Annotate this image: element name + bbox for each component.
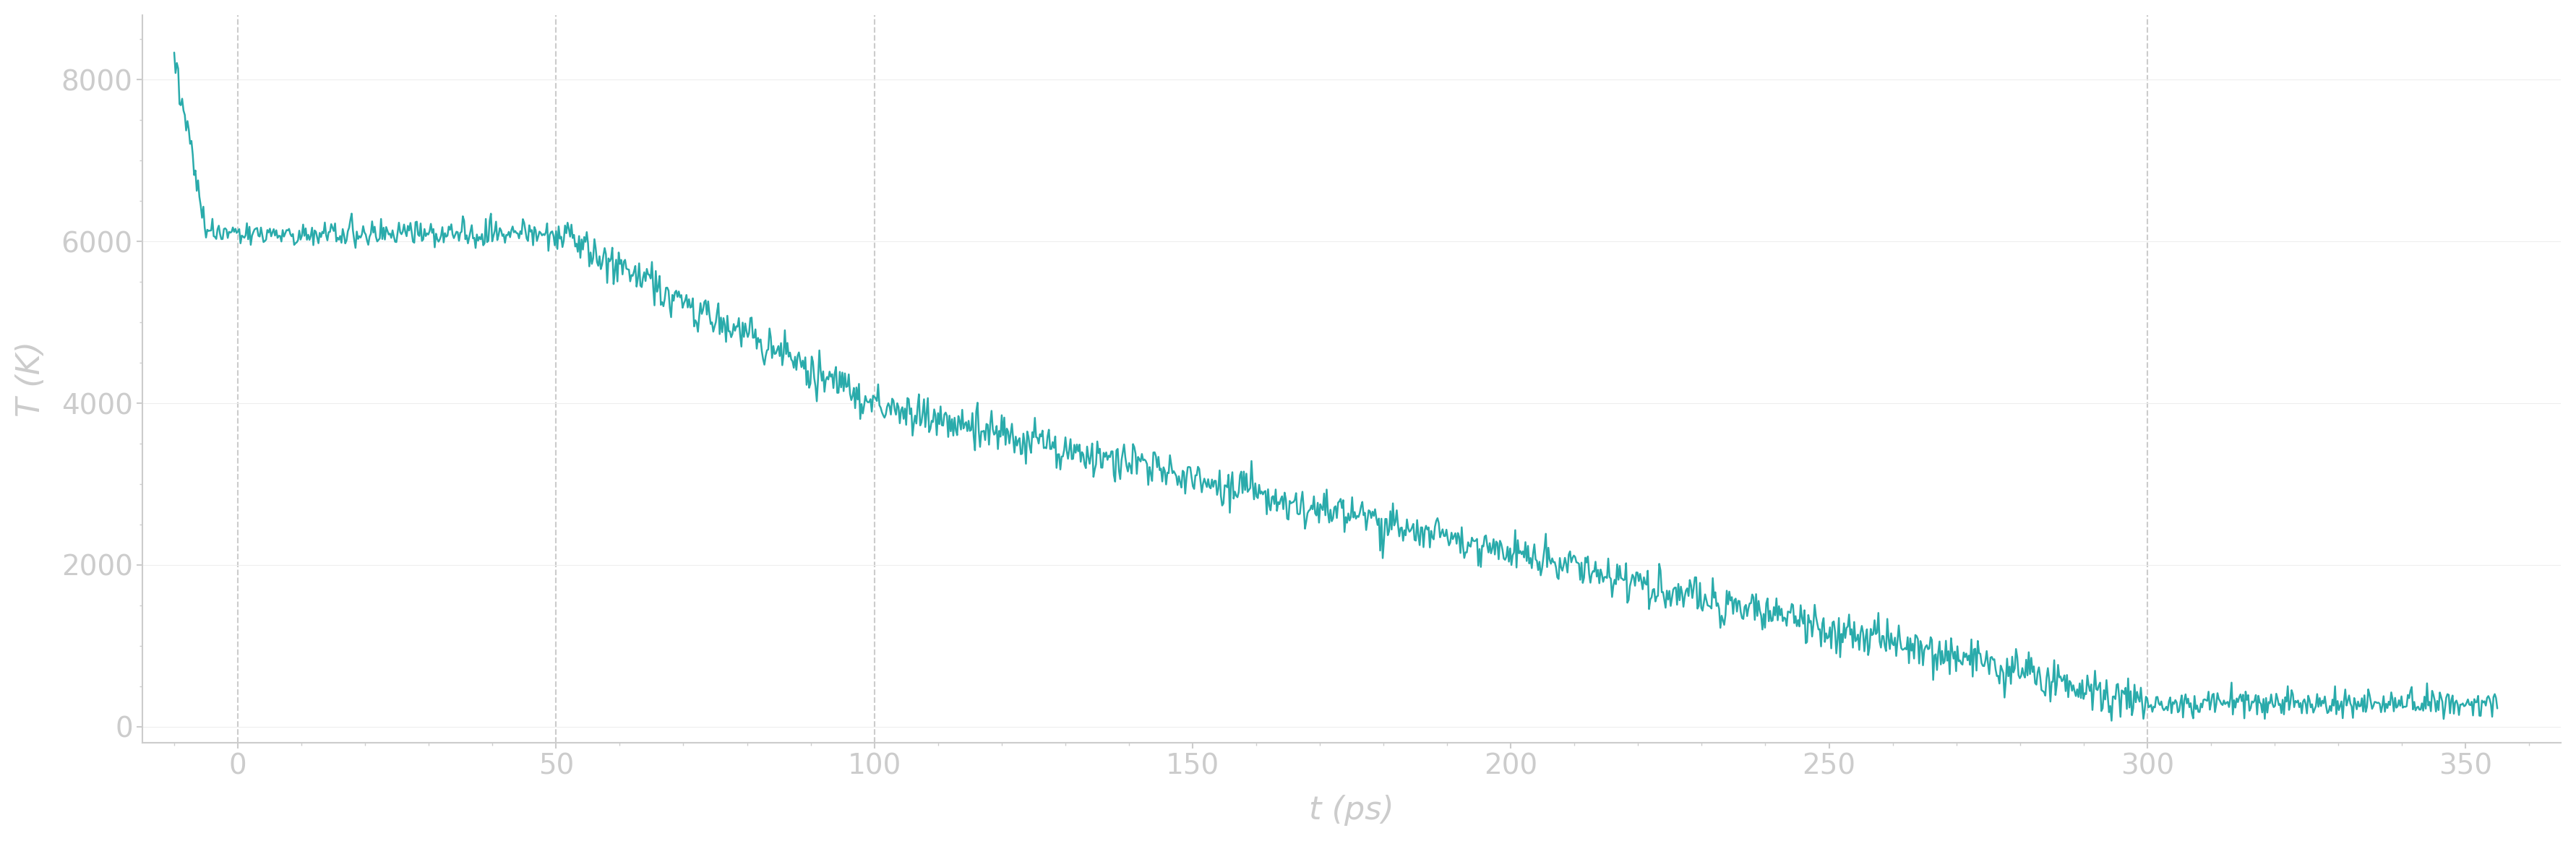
Y-axis label: T (K): T (K) (15, 341, 46, 417)
X-axis label: t (ps): t (ps) (1309, 795, 1394, 826)
